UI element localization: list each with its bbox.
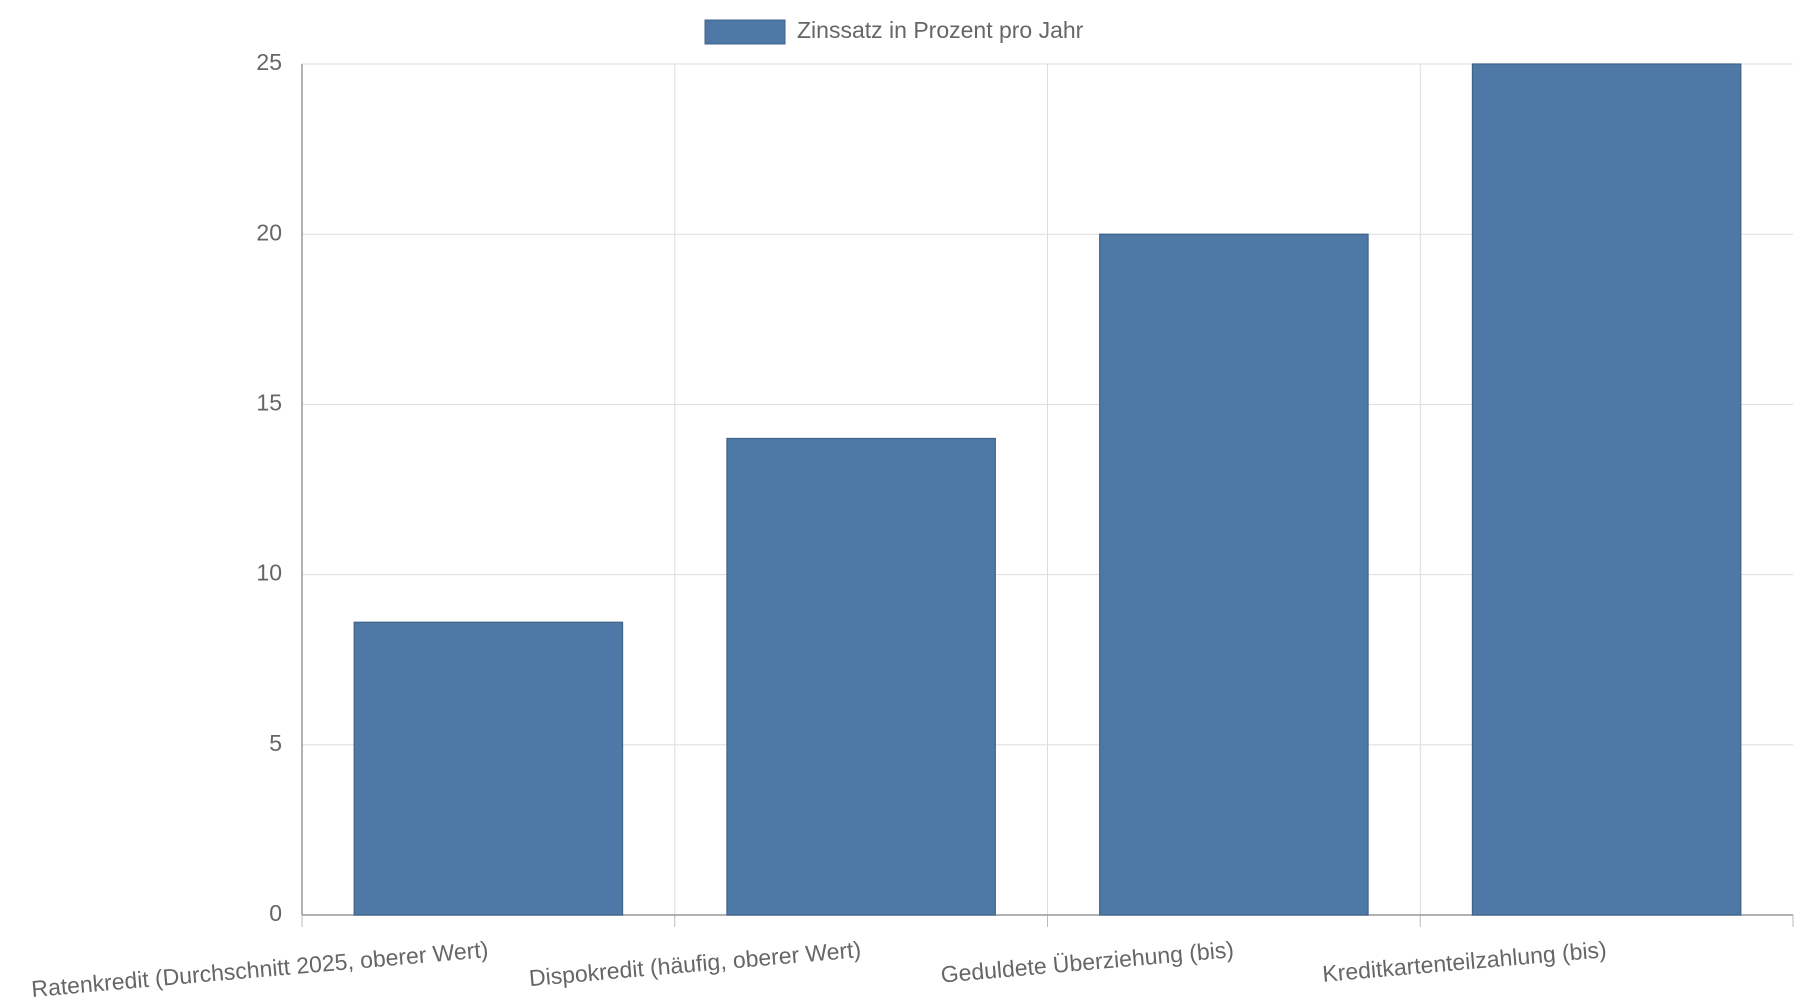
y-tick-label: 0 <box>269 900 282 926</box>
bar <box>1099 233 1369 916</box>
y-tick-label: 20 <box>256 219 282 245</box>
x-tick-label: Dispokredit (häufig, oberer Wert) <box>528 936 862 991</box>
x-tick-label: Geduldete Überziehung (bis) <box>940 936 1235 988</box>
legend-swatch <box>704 19 786 45</box>
bar <box>726 437 996 916</box>
bar <box>1471 63 1742 916</box>
x-tick-label: Ratenkredit (Durchschnitt 2025, oberer W… <box>30 936 489 1000</box>
bar <box>353 621 624 916</box>
y-tick-label: 5 <box>269 730 282 756</box>
legend: Zinssatz in Prozent pro Jahr <box>704 17 1084 45</box>
legend-label: Zinssatz in Prozent pro Jahr <box>797 17 1084 43</box>
x-tick-label: Kreditkartenteilzahlung (bis) <box>1321 936 1607 987</box>
y-tick-label: 15 <box>256 389 282 415</box>
y-tick-label: 25 <box>256 49 282 75</box>
y-tick-label: 10 <box>256 560 282 586</box>
